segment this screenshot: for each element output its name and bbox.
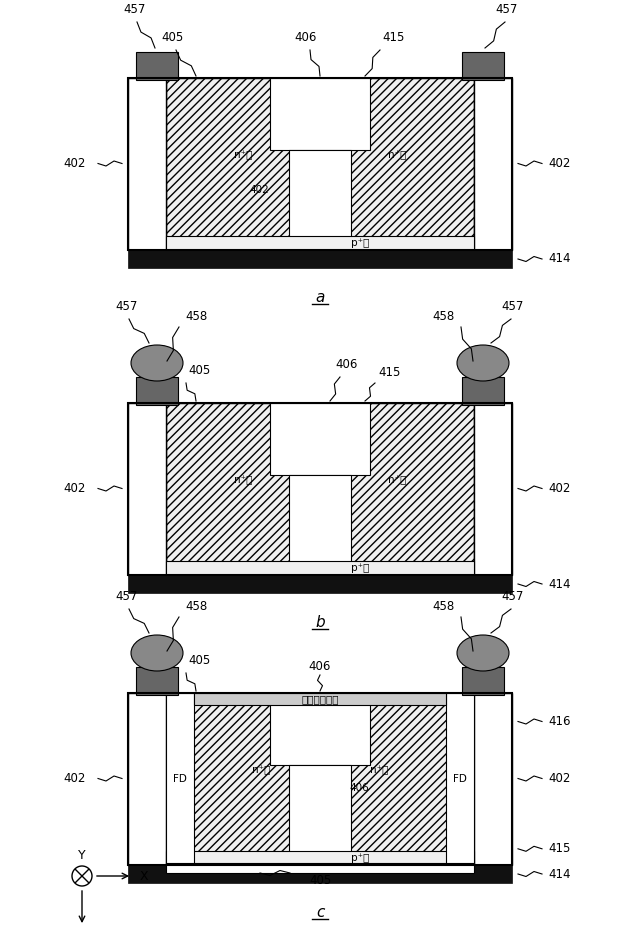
Bar xyxy=(194,693,446,705)
Bar xyxy=(128,865,512,883)
Text: 414: 414 xyxy=(548,578,570,591)
Text: 458: 458 xyxy=(433,310,455,323)
Text: 458: 458 xyxy=(185,600,207,613)
Text: n⁺層: n⁺層 xyxy=(252,766,270,775)
Bar xyxy=(446,693,474,865)
Bar xyxy=(166,693,474,865)
Text: 414: 414 xyxy=(548,253,570,266)
Text: 457: 457 xyxy=(502,590,524,603)
Text: n⁺層: n⁺層 xyxy=(234,475,252,485)
Text: 415: 415 xyxy=(382,31,404,44)
Ellipse shape xyxy=(457,345,509,381)
Text: 415: 415 xyxy=(378,366,401,379)
Text: 457: 457 xyxy=(496,3,518,16)
Bar xyxy=(128,693,512,865)
Text: 402: 402 xyxy=(548,157,570,170)
Text: 405: 405 xyxy=(161,31,183,44)
Bar xyxy=(136,52,178,80)
Bar xyxy=(136,377,178,405)
Bar xyxy=(128,78,512,250)
Bar xyxy=(128,693,166,865)
Bar xyxy=(128,575,512,593)
Text: FD: FD xyxy=(173,774,187,784)
Bar xyxy=(166,863,474,873)
Text: 405: 405 xyxy=(188,364,211,377)
Text: n⁺層: n⁺層 xyxy=(234,150,252,160)
Text: 458: 458 xyxy=(433,600,455,613)
Text: 406: 406 xyxy=(295,31,317,44)
Text: n⁺層: n⁺層 xyxy=(370,766,388,775)
Ellipse shape xyxy=(131,635,183,671)
Text: 402: 402 xyxy=(249,185,269,194)
Text: n⁺層: n⁺層 xyxy=(388,475,406,485)
Text: 416: 416 xyxy=(548,715,570,728)
Circle shape xyxy=(72,866,92,886)
Text: p⁺層: p⁺層 xyxy=(351,563,369,573)
Bar xyxy=(289,475,351,585)
Text: 457: 457 xyxy=(116,590,138,603)
Text: 457: 457 xyxy=(124,3,146,16)
Ellipse shape xyxy=(131,345,183,381)
Text: 402: 402 xyxy=(63,157,86,170)
Text: 402: 402 xyxy=(63,772,86,785)
Text: p⁺層: p⁺層 xyxy=(351,238,369,248)
Text: c: c xyxy=(316,905,324,920)
Bar xyxy=(128,403,512,575)
Bar xyxy=(474,693,512,865)
Bar xyxy=(128,78,166,250)
Bar xyxy=(462,377,504,405)
Bar xyxy=(128,250,512,268)
Text: 415: 415 xyxy=(548,843,570,856)
Text: 402: 402 xyxy=(63,482,86,495)
Bar xyxy=(166,236,474,250)
Text: FD: FD xyxy=(453,774,467,784)
Bar xyxy=(289,765,351,875)
Bar xyxy=(462,667,504,695)
Bar xyxy=(166,851,474,865)
Text: 402: 402 xyxy=(548,772,570,785)
Text: 457: 457 xyxy=(502,300,524,313)
Bar xyxy=(270,693,370,765)
Ellipse shape xyxy=(457,635,509,671)
Text: b: b xyxy=(315,615,325,630)
Text: 414: 414 xyxy=(548,868,570,881)
Text: 406: 406 xyxy=(335,358,357,371)
Text: n⁺層: n⁺層 xyxy=(388,150,406,160)
Bar xyxy=(474,403,512,575)
Bar xyxy=(128,403,166,575)
Text: 405: 405 xyxy=(188,654,211,667)
Bar xyxy=(270,403,370,475)
Text: 457: 457 xyxy=(116,300,138,313)
Bar xyxy=(166,693,194,865)
Text: Y: Y xyxy=(78,849,86,862)
Bar xyxy=(166,78,474,250)
Bar xyxy=(136,667,178,695)
Text: ホール蓄積部: ホール蓄積部 xyxy=(301,694,339,704)
Bar xyxy=(474,78,512,250)
Bar xyxy=(289,150,351,260)
Bar xyxy=(462,52,504,80)
Text: 458: 458 xyxy=(185,310,207,323)
Text: a: a xyxy=(316,290,324,305)
Text: X: X xyxy=(140,870,148,882)
Bar xyxy=(166,561,474,575)
Text: p⁺層: p⁺層 xyxy=(351,853,369,863)
Text: 402: 402 xyxy=(548,482,570,495)
Bar xyxy=(270,78,370,150)
Text: 405: 405 xyxy=(309,874,331,887)
Text: 406: 406 xyxy=(349,782,369,793)
Bar xyxy=(166,403,474,575)
Text: 406: 406 xyxy=(309,660,331,673)
